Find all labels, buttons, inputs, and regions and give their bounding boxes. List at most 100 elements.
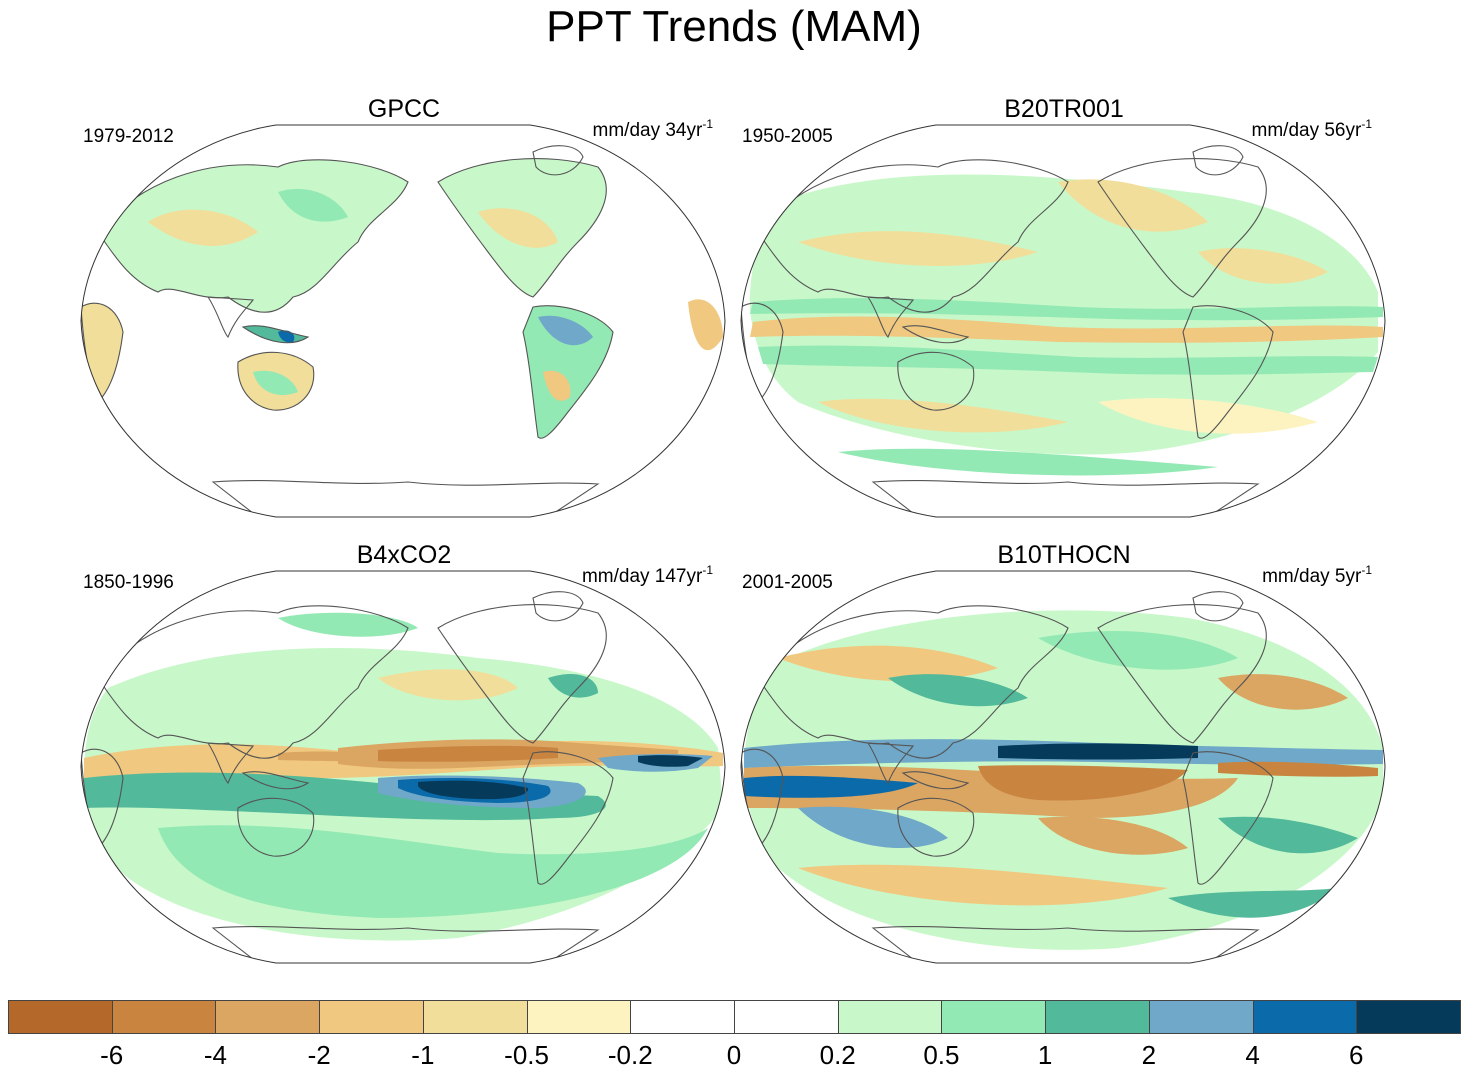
trend-contour xyxy=(158,825,708,918)
coastline xyxy=(901,771,970,790)
coastline xyxy=(1182,751,1274,885)
coastline xyxy=(866,742,915,784)
colorbar-label: -6 xyxy=(100,1040,124,1070)
period-b20tr001: 1950-2005 xyxy=(742,126,833,147)
coastline xyxy=(1192,591,1244,622)
map-outline xyxy=(740,124,1386,518)
figure-title: PPT Trends (MAM) xyxy=(546,2,922,51)
trend-contour xyxy=(638,755,703,767)
coastline xyxy=(871,926,1260,963)
coastline xyxy=(1097,604,1267,744)
units-b20tr001: mm/day 56yr-1 xyxy=(1251,117,1372,141)
trend-contour xyxy=(758,345,1378,375)
map-panel-b20tr001 xyxy=(740,124,1386,518)
trend-contour xyxy=(818,398,1068,433)
coastline xyxy=(901,325,970,344)
trend-contour xyxy=(253,370,298,396)
coastline xyxy=(757,605,1069,759)
map-outline xyxy=(740,570,1386,964)
coastline xyxy=(532,591,584,622)
trend-contour xyxy=(278,188,348,222)
colorbar-label: -0.5 xyxy=(504,1040,549,1070)
units-gpcc: mm/day 34yr-1 xyxy=(592,117,713,141)
trend-contour xyxy=(798,231,1038,266)
coastline xyxy=(871,480,1260,517)
trend-contour xyxy=(1038,630,1238,670)
trend-contour xyxy=(278,612,418,637)
trend-contour xyxy=(1168,888,1338,918)
coastline xyxy=(97,605,409,759)
coastline xyxy=(211,480,600,517)
colorbar-box xyxy=(526,1000,632,1034)
colorbar-box xyxy=(941,1000,1047,1034)
trend-contour xyxy=(998,743,1198,760)
coastline xyxy=(241,771,310,790)
trend-contour xyxy=(1218,674,1348,710)
trend-contour xyxy=(478,208,558,248)
colorbar-box xyxy=(319,1000,424,1034)
period-gpcc: 1979-2012 xyxy=(83,126,174,147)
trend-contour xyxy=(750,316,1383,343)
panel-title-gpcc: GPCC xyxy=(367,95,441,123)
coastline xyxy=(206,296,255,338)
colorbar-box xyxy=(734,1000,839,1034)
trend-contour xyxy=(688,299,723,351)
colorbar-box xyxy=(1356,1000,1461,1034)
colorbar-box xyxy=(1252,1000,1358,1034)
trend-contour xyxy=(798,806,948,848)
coastline xyxy=(522,751,614,885)
colorbar-box xyxy=(422,1000,528,1034)
trend-contour xyxy=(538,315,593,346)
map-outline xyxy=(80,124,726,518)
units-b10thocn: mm/day 5yr-1 xyxy=(1262,563,1372,587)
trend-contour xyxy=(378,745,558,762)
map-panel-gpcc xyxy=(80,124,726,518)
coastline xyxy=(897,797,975,857)
trend-contour xyxy=(1058,179,1208,232)
trend-contour xyxy=(838,448,1218,476)
trend-contour xyxy=(798,864,1168,906)
trend-contour xyxy=(978,765,1188,801)
trend-contour xyxy=(1218,816,1358,854)
colorbar-box xyxy=(8,1000,113,1034)
panel-title-b10thocn: B10THOCN xyxy=(997,541,1131,569)
panel-title-b20tr001: B20TR001 xyxy=(1004,95,1124,123)
trend-contour xyxy=(84,772,606,821)
coastline xyxy=(437,604,607,744)
trend-contour xyxy=(543,370,571,401)
trend-contour xyxy=(1038,816,1188,855)
colorbar-label: 0.5 xyxy=(923,1040,960,1070)
trend-contour xyxy=(278,330,295,343)
panel-title-b4xco2: B4xCO2 xyxy=(356,541,452,569)
coastline xyxy=(237,351,315,411)
trend-contour xyxy=(778,645,998,682)
colorbar-box xyxy=(1148,1000,1254,1034)
coastline xyxy=(437,158,607,298)
coastline xyxy=(866,296,915,338)
coastline xyxy=(1097,158,1267,298)
coastline xyxy=(1182,305,1274,439)
trend-contour xyxy=(1098,398,1318,434)
map-panel-b10thocn xyxy=(740,570,1386,964)
coastline xyxy=(206,742,255,784)
colorbar-box xyxy=(837,1000,943,1034)
coastline xyxy=(757,159,1069,313)
map-panel-b4xco2 xyxy=(80,570,726,964)
trend-contour xyxy=(750,298,1383,321)
colorbar-label: 1 xyxy=(1037,1040,1053,1070)
trend-contour xyxy=(418,780,529,800)
colorbar-box xyxy=(630,1000,735,1034)
trend-contour xyxy=(744,775,918,798)
coastline xyxy=(532,145,584,176)
period-b4xco2: 1850-1996 xyxy=(83,572,174,593)
coastline xyxy=(522,305,614,439)
coastline xyxy=(97,159,409,313)
colorbar-label: 2 xyxy=(1141,1040,1157,1070)
colorbar-box xyxy=(215,1000,321,1034)
colorbar-label: 0 xyxy=(726,1040,742,1070)
trend-contour xyxy=(148,209,258,246)
colorbar-label: 4 xyxy=(1245,1040,1260,1070)
trend-contour xyxy=(1198,248,1328,284)
units-b4xco2: mm/day 147yr-1 xyxy=(581,563,713,587)
coastline xyxy=(1192,145,1244,176)
